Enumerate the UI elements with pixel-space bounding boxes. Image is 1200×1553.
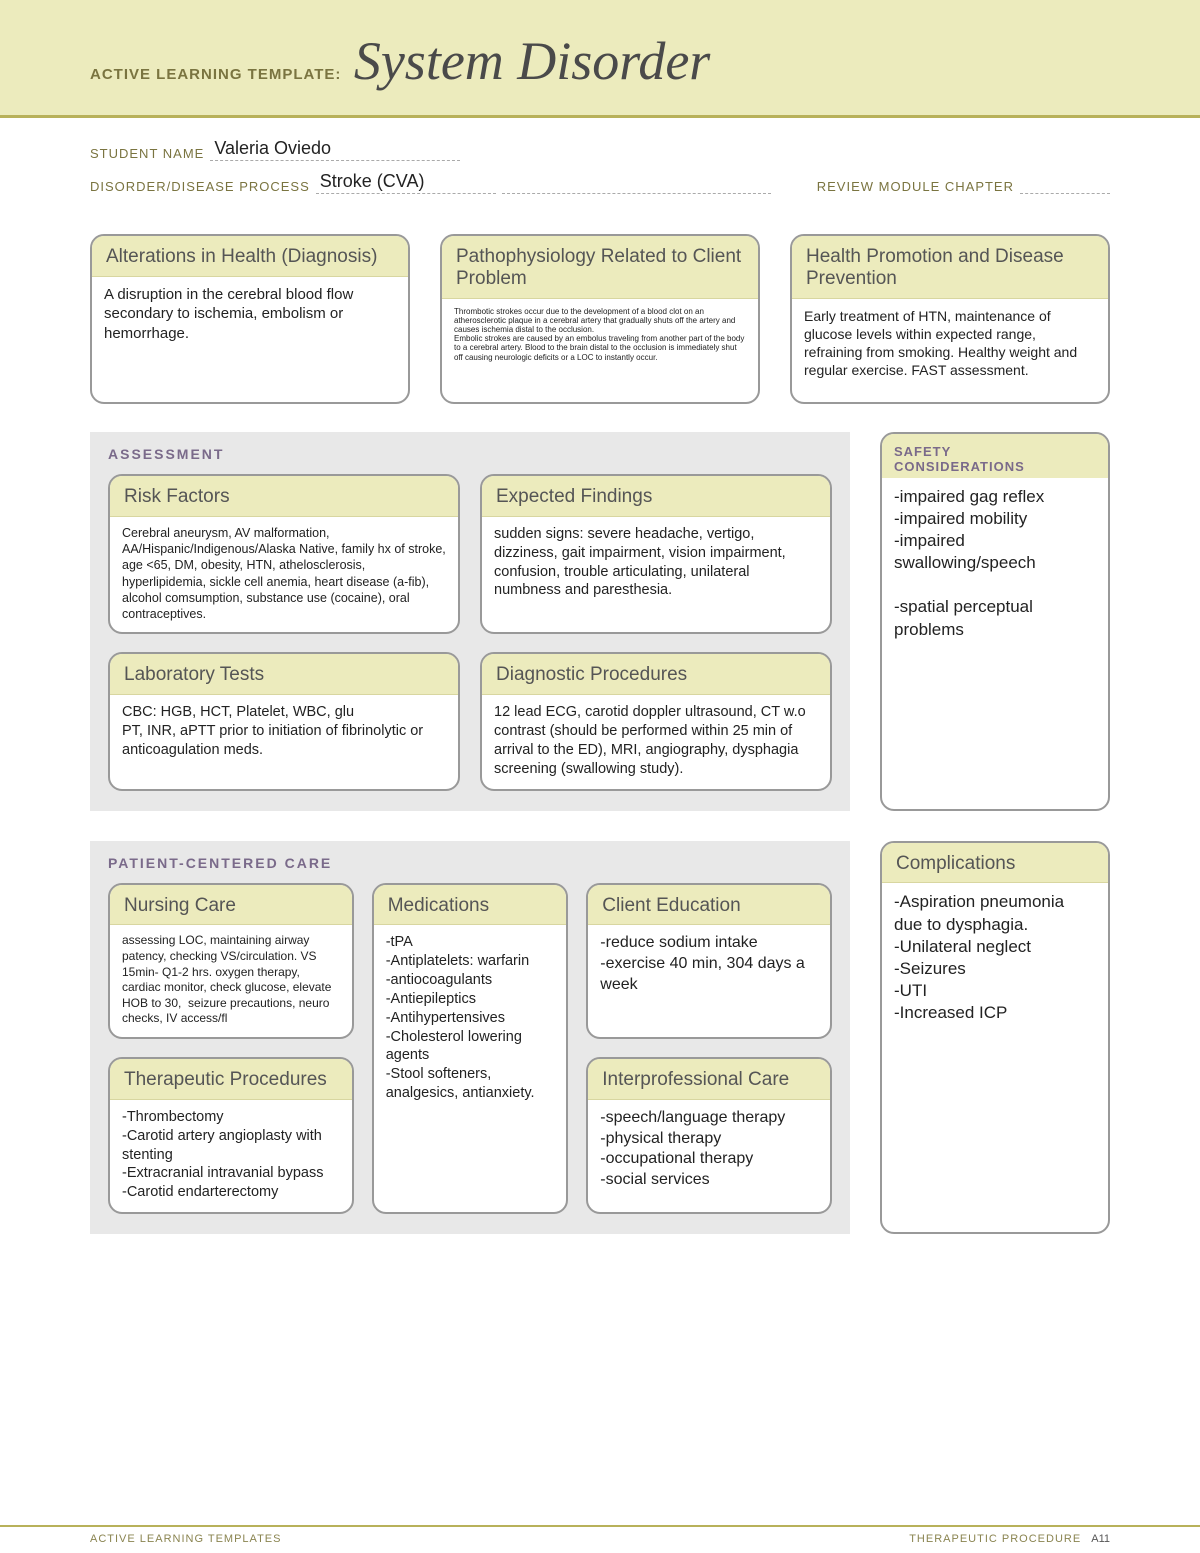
- lab-tests-body: CBC: HGB, HCT, Platelet, WBC, glu PT, IN…: [110, 695, 458, 788]
- inter-care-title: Interprofessional Care: [588, 1059, 830, 1100]
- review-blank: [1020, 180, 1110, 194]
- alterations-card: Alterations in Health (Diagnosis) A disr…: [90, 234, 410, 404]
- nursing-body: assessing LOC, maintaining airway patenc…: [110, 925, 352, 1037]
- disorder-row: DISORDER/DISEASE PROCESS Stroke (CVA) RE…: [90, 171, 1110, 194]
- content: Alterations in Health (Diagnosis) A disr…: [0, 204, 1200, 1234]
- pcc-title: PATIENT-CENTERED CARE: [108, 855, 832, 871]
- banner-title: System Disorder: [354, 30, 710, 92]
- student-name-row: STUDENT NAME Valeria Oviedo: [90, 138, 1110, 161]
- safety-title: SAFETY CONSIDERATIONS: [882, 434, 1108, 478]
- risk-factors-card: Risk Factors Cerebral aneurysm, AV malfo…: [108, 474, 460, 634]
- disorder-value: Stroke (CVA): [316, 171, 496, 194]
- assessment-section: ASSESSMENT Risk Factors Cerebral aneurys…: [90, 432, 850, 811]
- inter-care-card: Interprofessional Care -speech/language …: [586, 1057, 832, 1214]
- page: ACTIVE LEARNING TEMPLATE: System Disorde…: [0, 0, 1200, 1553]
- medications-body: -tPA -Antiplatelets: warfarin -antiocoag…: [374, 925, 567, 1212]
- nursing-card: Nursing Care assessing LOC, maintaining …: [108, 883, 354, 1039]
- footer-page: A11: [1091, 1533, 1110, 1545]
- assessment-wrap: ASSESSMENT Risk Factors Cerebral aneurys…: [90, 432, 1110, 811]
- footer-right: THERAPEUTIC PROCEDURE A11: [909, 1533, 1110, 1545]
- student-name-value: Valeria Oviedo: [210, 138, 460, 161]
- pathophys-card: Pathophysiology Related to Client Proble…: [440, 234, 760, 404]
- nursing-title: Nursing Care: [110, 885, 352, 926]
- banner: ACTIVE LEARNING TEMPLATE: System Disorde…: [0, 0, 1200, 118]
- client-ed-title: Client Education: [588, 885, 830, 926]
- footer-left: ACTIVE LEARNING TEMPLATES: [90, 1533, 281, 1545]
- medications-title: Medications: [374, 885, 567, 926]
- alterations-title: Alterations in Health (Diagnosis): [92, 236, 408, 277]
- safety-body: -impaired gag reflex -impaired mobility …: [882, 478, 1108, 809]
- diagnostic-body: 12 lead ECG, carotid doppler ultrasound,…: [482, 695, 830, 788]
- expected-findings-card: Expected Findings sudden signs: severe h…: [480, 474, 832, 634]
- footer-right-label: THERAPEUTIC PROCEDURE: [909, 1533, 1081, 1545]
- banner-label: ACTIVE LEARNING TEMPLATE:: [90, 66, 341, 83]
- assessment-grid: Risk Factors Cerebral aneurysm, AV malfo…: [108, 474, 832, 791]
- pathophys-body: Thrombotic strokes occur due to the deve…: [442, 299, 758, 402]
- therapeutic-card: Therapeutic Procedures -Thrombectomy -Ca…: [108, 1057, 354, 1214]
- health-promo-title: Health Promotion and Disease Prevention: [792, 236, 1108, 299]
- disorder-blank: [502, 180, 771, 194]
- alterations-body: A disruption in the cerebral blood flow …: [92, 277, 408, 402]
- therapeutic-body: -Thrombectomy -Carotid artery angioplast…: [110, 1100, 352, 1212]
- therapeutic-title: Therapeutic Procedures: [110, 1059, 352, 1100]
- expected-findings-title: Expected Findings: [482, 476, 830, 517]
- health-promo-card: Health Promotion and Disease Prevention …: [790, 234, 1110, 404]
- risk-factors-title: Risk Factors: [110, 476, 458, 517]
- fields: STUDENT NAME Valeria Oviedo DISORDER/DIS…: [0, 118, 1200, 194]
- lab-tests-card: Laboratory Tests CBC: HGB, HCT, Platelet…: [108, 652, 460, 790]
- complications-body: -Aspiration pneumonia due to dysphagia. …: [882, 883, 1108, 1232]
- client-ed-card: Client Education -reduce sodium intake -…: [586, 883, 832, 1039]
- lab-tests-title: Laboratory Tests: [110, 654, 458, 695]
- top-row: Alterations in Health (Diagnosis) A disr…: [90, 234, 1110, 404]
- complications-title: Complications: [882, 843, 1108, 884]
- expected-findings-body: sudden signs: severe headache, vertigo, …: [482, 517, 830, 633]
- pcc-grid: Nursing Care assessing LOC, maintaining …: [108, 883, 832, 1214]
- client-ed-body: -reduce sodium intake -exercise 40 min, …: [588, 925, 830, 1037]
- pathophys-title: Pathophysiology Related to Client Proble…: [442, 236, 758, 299]
- diagnostic-card: Diagnostic Procedures 12 lead ECG, carot…: [480, 652, 832, 790]
- diagnostic-title: Diagnostic Procedures: [482, 654, 830, 695]
- medications-card: Medications -tPA -Antiplatelets: warfari…: [372, 883, 569, 1214]
- pcc-wrap: PATIENT-CENTERED CARE Nursing Care asses…: [90, 841, 1110, 1234]
- risk-factors-body: Cerebral aneurysm, AV malformation, AA/H…: [110, 517, 458, 633]
- complications-card: Complications -Aspiration pneumonia due …: [880, 841, 1110, 1234]
- review-label: REVIEW MODULE CHAPTER: [817, 179, 1014, 194]
- disorder-label: DISORDER/DISEASE PROCESS: [90, 179, 310, 194]
- footer: ACTIVE LEARNING TEMPLATES THERAPEUTIC PR…: [0, 1525, 1200, 1545]
- assessment-title: ASSESSMENT: [108, 446, 832, 462]
- health-promo-body: Early treatment of HTN, maintenance of g…: [792, 299, 1108, 402]
- inter-care-body: -speech/language therapy -physical thera…: [588, 1100, 830, 1212]
- safety-card: SAFETY CONSIDERATIONS -impaired gag refl…: [880, 432, 1110, 811]
- pcc-section: PATIENT-CENTERED CARE Nursing Care asses…: [90, 841, 850, 1234]
- student-name-label: STUDENT NAME: [90, 146, 204, 161]
